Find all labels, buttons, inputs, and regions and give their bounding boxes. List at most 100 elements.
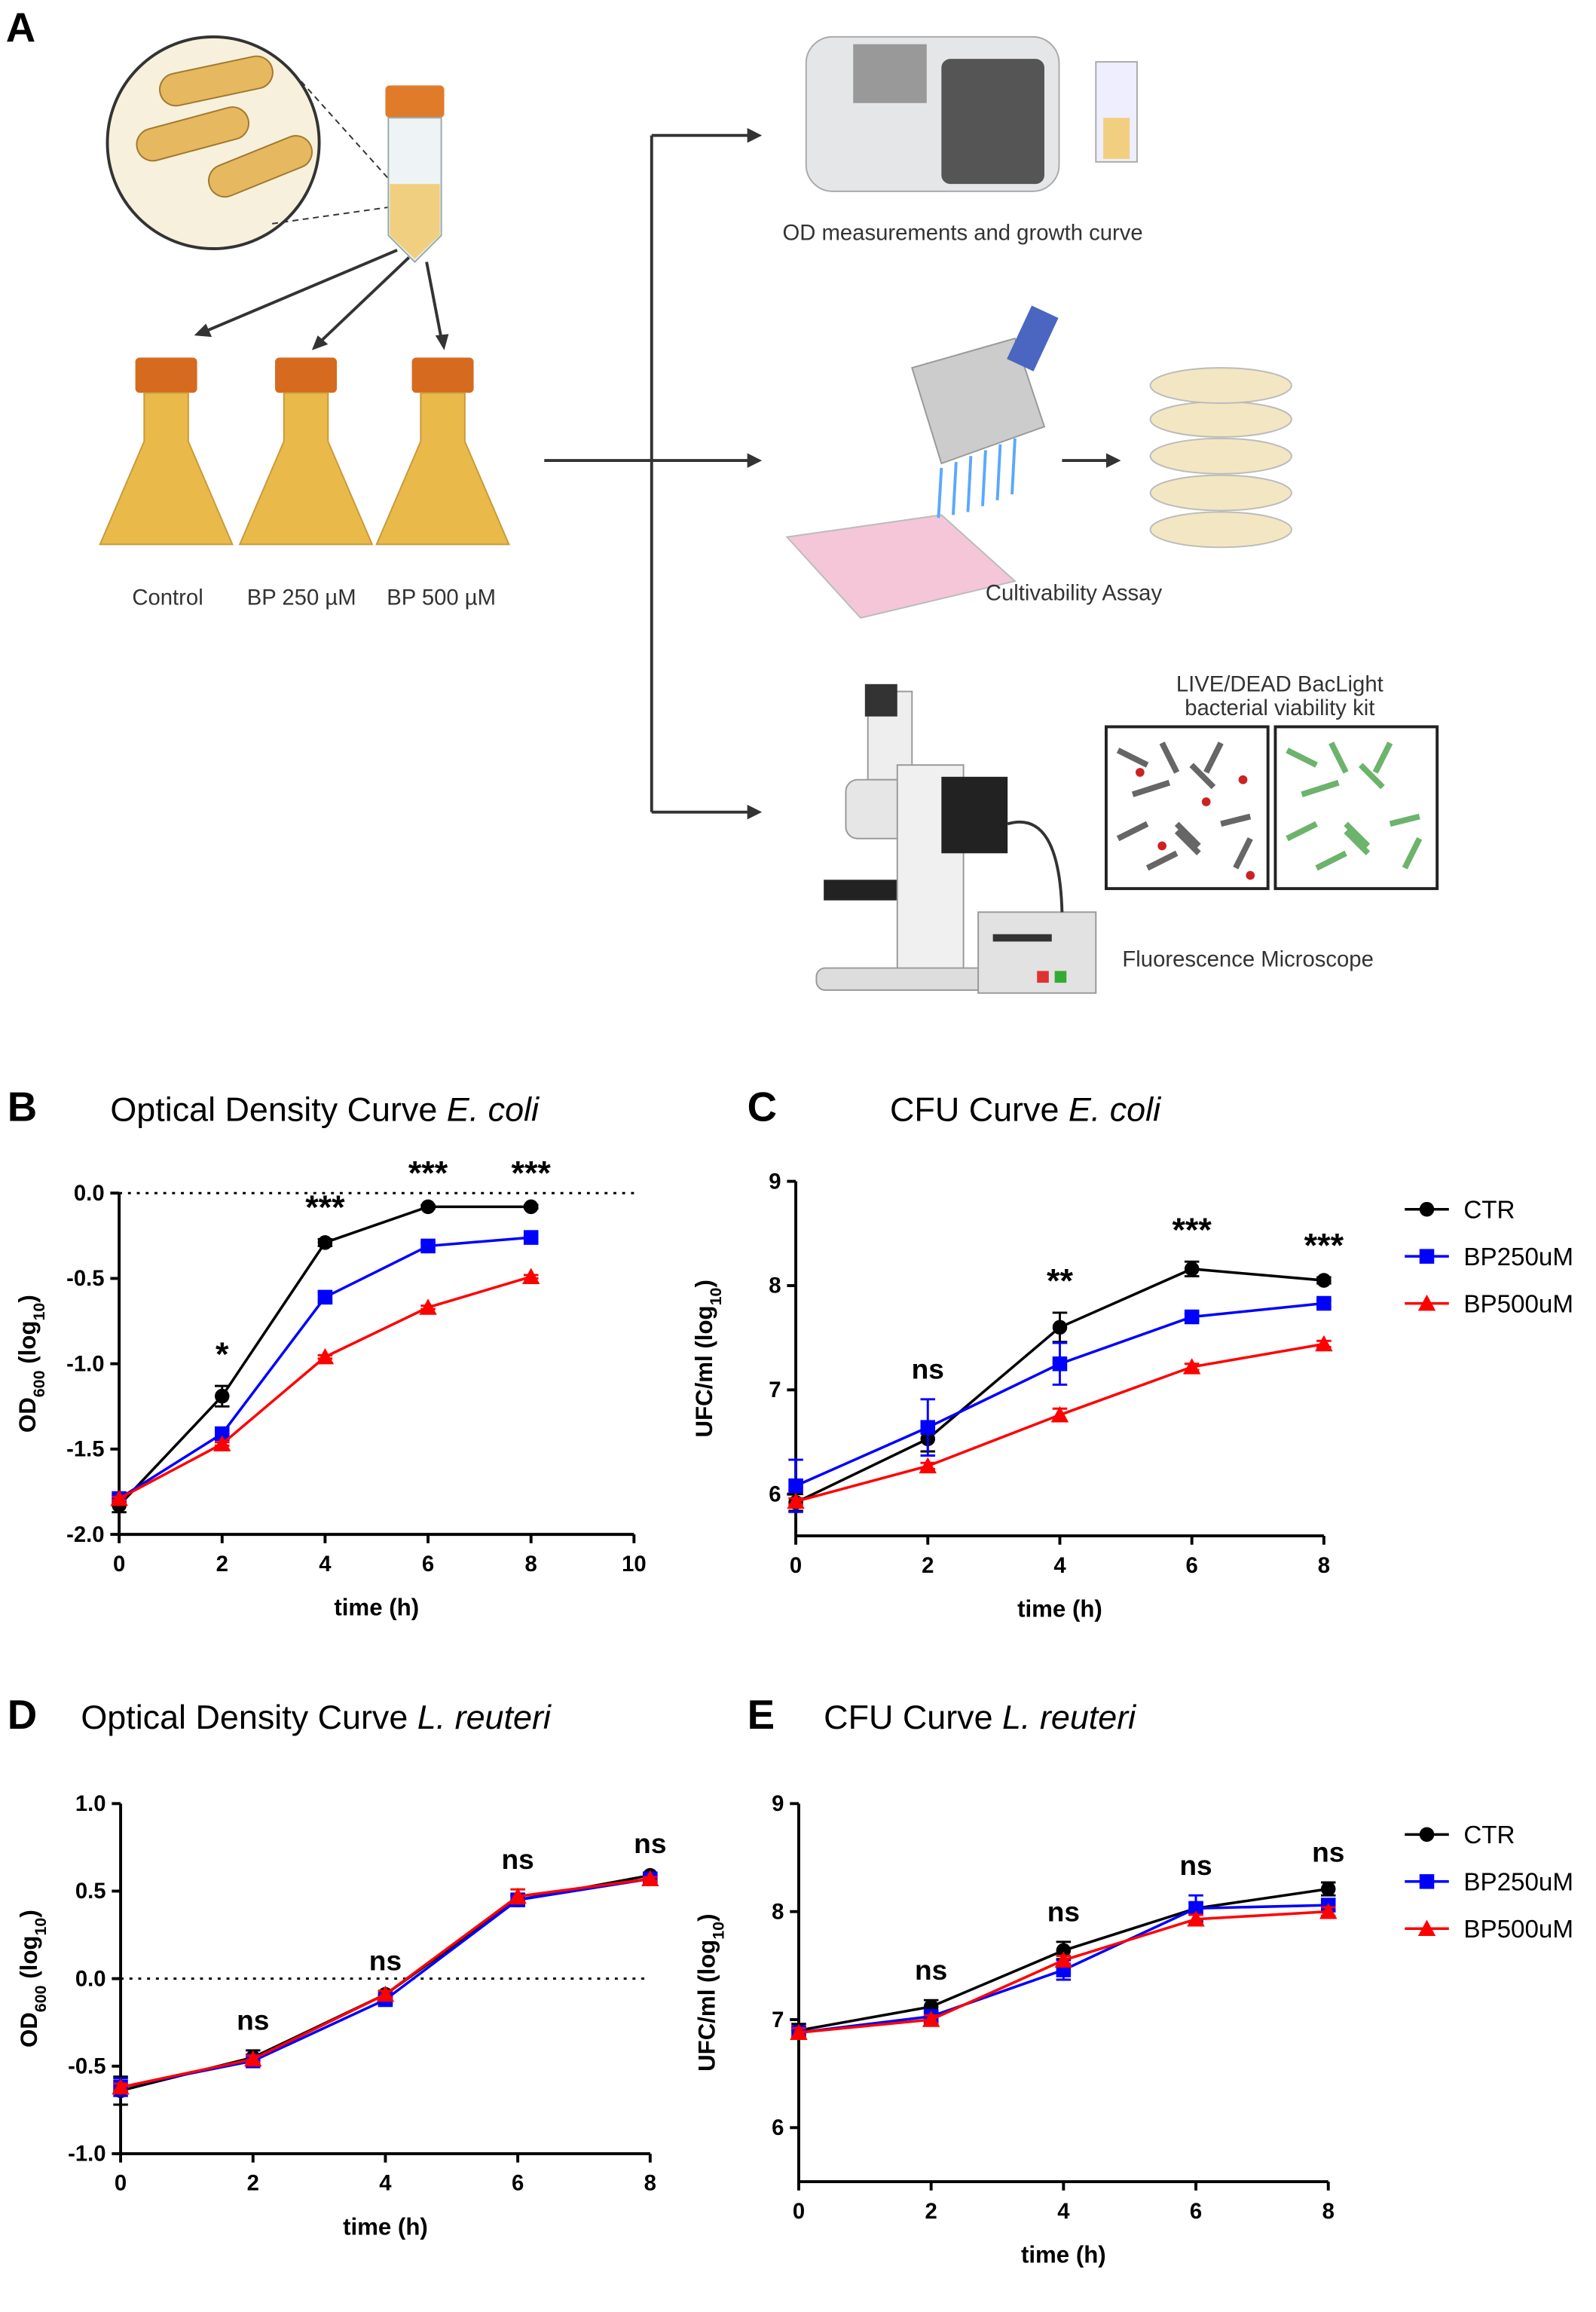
x-tick-label: 6 [422, 1552, 434, 1577]
marker [1417, 1294, 1436, 1311]
title-part: E. coli [1069, 1090, 1161, 1129]
marker [787, 1492, 805, 1509]
y-tick-label: -1.0 [68, 2142, 105, 2167]
marker [244, 2050, 262, 2067]
live-dead-images [1105, 725, 1439, 891]
marker [1316, 1295, 1332, 1311]
y-axis-label: OD600 (log10) [14, 1295, 48, 1433]
x-tick-label: 6 [1186, 1553, 1198, 1578]
marker [420, 1238, 436, 1254]
y-label-part: OD [14, 1397, 41, 1433]
series-line [118, 1236, 531, 1500]
spectrophotometer [805, 35, 1138, 192]
significance-label: ns [1047, 1895, 1080, 1927]
marker [1184, 1262, 1200, 1277]
title-part: CFU Curve [824, 1698, 1002, 1736]
marker [1419, 1874, 1435, 1889]
x-axis-label: time (h) [334, 1594, 419, 1620]
marker [1187, 1910, 1205, 1927]
marker [317, 1235, 333, 1250]
y-tick-label: -0.5 [66, 1266, 104, 1291]
micro-label: Fluorescence Microscope [1122, 947, 1373, 972]
y-label-part: 10 [707, 1287, 725, 1305]
x-tick-label: 0 [793, 2199, 805, 2224]
x-tick-label: 8 [1322, 2199, 1335, 2224]
title-part: L. reuteri [1002, 1698, 1136, 1736]
x-tick-label: 0 [113, 1552, 125, 1577]
x-axis-label: time (h) [1017, 1595, 1102, 1622]
y-tick-label: 9 [772, 1791, 784, 1816]
y-tick-label: 0.0 [74, 1181, 105, 1206]
y-tick-label: -2.0 [66, 1522, 104, 1547]
y-label-part: 10 [32, 1918, 50, 1936]
microscope [815, 684, 1097, 994]
x-tick-label: 8 [1318, 1553, 1330, 1578]
significance-label: ** [1047, 1262, 1073, 1300]
y-axis-label: UFC/ml (log10) [691, 1280, 725, 1437]
x-axis-label: time (h) [343, 2213, 428, 2240]
series-line [120, 1873, 651, 2093]
significance-label: ns [912, 1353, 944, 1384]
panel-letter: E [748, 1692, 775, 1738]
marker [213, 1435, 231, 1451]
x-tick-label: 8 [525, 1552, 537, 1577]
marker [1056, 1943, 1072, 1959]
marker [1182, 1358, 1201, 1375]
y-tick-label: 7 [772, 2008, 784, 2032]
panel-letter: C [748, 1084, 777, 1130]
x-tick-label: 4 [1053, 1553, 1066, 1578]
marker [317, 1289, 333, 1305]
significance-label: ns [237, 2005, 269, 2036]
y-label-part: OD [16, 2012, 42, 2047]
y-tick-label: -0.5 [68, 2054, 105, 2079]
marker [1315, 1335, 1333, 1352]
significance-label: *** [511, 1154, 551, 1192]
marker [788, 1478, 803, 1494]
title-part: L. reuteri [417, 1698, 552, 1736]
marker [1052, 1356, 1068, 1372]
marker [215, 1388, 230, 1404]
significance-label: *** [305, 1188, 345, 1226]
marker [419, 1298, 437, 1315]
x-tick-label: 2 [247, 2171, 259, 2196]
series-line [120, 1877, 651, 2089]
legend-label: BP500uM [1463, 1916, 1573, 1943]
marker [790, 2023, 808, 2040]
kit-label: bacterial viability kit [1185, 696, 1374, 720]
cult-label: Cultivability Assay [986, 581, 1163, 606]
title-part: E. coli [447, 1090, 540, 1129]
y-label-part: UFC/ml (log [691, 1305, 717, 1437]
legend-label: CTR [1463, 1821, 1515, 1849]
marker [1050, 1405, 1069, 1423]
y-tick-label: 0.0 [75, 1966, 106, 1991]
x-tick-label: 0 [790, 1553, 802, 1578]
y-label-part: (log [14, 1321, 41, 1371]
pipette-plate [785, 305, 1292, 619]
chart-title: CFU Curve L. reuteri [824, 1698, 1136, 1736]
panel-letter: A [6, 5, 35, 50]
significance-label: *** [1304, 1226, 1344, 1265]
marker [1419, 1827, 1435, 1843]
x-tick-label: 0 [115, 2171, 127, 2196]
y-label-part: ) [16, 1910, 42, 1917]
marker [420, 1199, 436, 1215]
flask-label: BP 500 µM [387, 585, 496, 610]
arrows [205, 133, 1111, 814]
marker [1417, 1919, 1436, 1937]
y-tick-label: 9 [769, 1169, 781, 1194]
marker [1316, 1273, 1332, 1288]
panel-letter: B [8, 1084, 37, 1130]
chart-title: Optical Density Curve E. coli [110, 1090, 540, 1129]
marker [112, 2078, 130, 2095]
chart-title: CFU Curve E. coli [890, 1090, 1161, 1129]
x-tick-label: 2 [922, 1553, 934, 1578]
x-tick-label: 2 [216, 1552, 228, 1577]
od-label: OD measurements and growth curve [783, 220, 1143, 245]
marker [1419, 1201, 1435, 1217]
marker [919, 1457, 937, 1474]
marker [1419, 1249, 1435, 1264]
y-label-part: 10 [30, 1303, 48, 1321]
significance-label: ns [369, 1945, 402, 1977]
significance-label: ns [1179, 1849, 1212, 1881]
